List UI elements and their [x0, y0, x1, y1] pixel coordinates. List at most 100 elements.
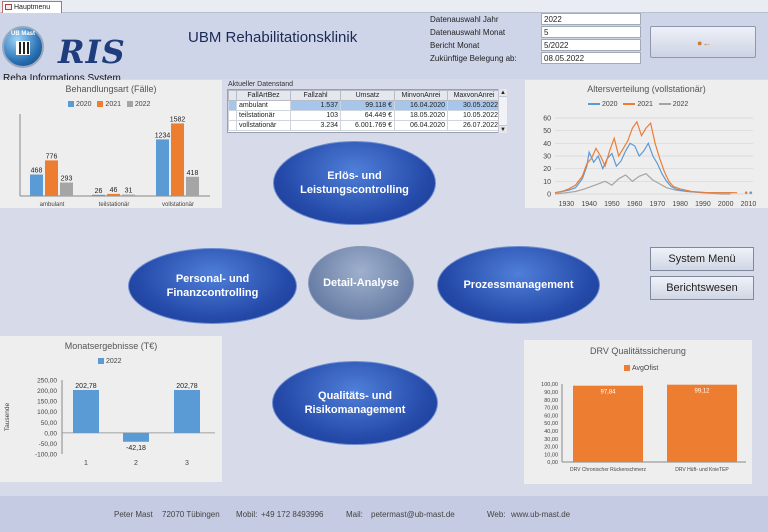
- legend-behandlungsart: 2020 2021 2022: [68, 101, 150, 108]
- y-tick-label: 60: [543, 116, 551, 123]
- footer-web-label: Web:: [487, 510, 506, 519]
- row-selector[interactable]: [228, 120, 237, 131]
- param-label-belegung: Zukünftige Belegung ab:: [430, 54, 517, 63]
- legend-monatsergebnisse: 2022: [98, 358, 122, 365]
- data-label: 468: [31, 168, 43, 175]
- scroll-up-icon[interactable]: ▲: [499, 89, 507, 97]
- detail-analyse-button[interactable]: Detail-Analyse: [308, 246, 414, 320]
- y-tick-label: 0,00: [44, 430, 57, 437]
- tab-hauptmenu[interactable]: Hauptmenu: [2, 1, 62, 13]
- table-cell[interactable]: 18.05.2020: [394, 110, 448, 121]
- x-tick-label: 3: [185, 460, 189, 467]
- qualitaet-label: Qualitäts- und Risikomanagement: [304, 390, 406, 416]
- table-cell[interactable]: 103: [290, 110, 341, 121]
- data-label: 1582: [170, 116, 186, 123]
- table-cell[interactable]: 1.537: [290, 100, 341, 111]
- logo-text: UB Mast: [10, 31, 35, 37]
- table-cell[interactable]: 26.07.2022: [447, 120, 501, 131]
- table-cell[interactable]: teilstationär: [236, 110, 291, 121]
- table-row[interactable]: teilstationär 103 64.449 € 18.05.2020 10…: [228, 110, 501, 121]
- legend-2022: 2022: [672, 101, 689, 108]
- exit-button[interactable]: ●←: [650, 26, 756, 58]
- x-tick-label: DRV Chronischer Rückenschmerz: [570, 467, 647, 473]
- berichtswesen-button[interactable]: Berichtswesen: [650, 276, 754, 300]
- row-selector[interactable]: [228, 100, 237, 111]
- exit-arrow-icon: ●←: [697, 38, 712, 48]
- scroll-down-icon[interactable]: ▼: [499, 125, 507, 133]
- app-title: UBM Rehabilitationsklinik: [188, 29, 358, 46]
- col-header-fallartbez[interactable]: FallArtBez: [236, 90, 291, 101]
- x-tick-label: 1970: [650, 201, 666, 208]
- datastand-table: FallArtBez Fallzahl Umsatz MinvonAnrei M…: [227, 89, 507, 133]
- y-tick-label: -50,00: [39, 441, 58, 448]
- erloes-leistungscontrolling-button[interactable]: Erlös- und Leistungscontrolling: [273, 141, 436, 225]
- bar: [92, 194, 105, 196]
- table-row[interactable]: vollstationär 3.234 6.001.769 € 06.04.20…: [228, 120, 501, 131]
- param-input-monat[interactable]: 5: [541, 26, 641, 38]
- panel-altersverteilung: [525, 80, 768, 208]
- table-row[interactable]: ambulant 1.537 99.118 € 16.04.2020 30.05…: [228, 100, 501, 111]
- col-header-fallzahl[interactable]: Fallzahl: [290, 90, 341, 101]
- data-label: 202,78: [75, 383, 97, 390]
- table-scrollbar[interactable]: ▲ ▼: [498, 89, 507, 133]
- data-label: 1234: [155, 132, 171, 139]
- y-tick-label: 0: [547, 192, 551, 199]
- y-tick-label: 0,00: [547, 460, 558, 466]
- param-input-belegung[interactable]: 08.05.2022: [541, 52, 641, 64]
- legend-2020: 2020: [76, 101, 92, 108]
- table-cell[interactable]: 30.05.2022: [447, 100, 501, 111]
- table-cell[interactable]: 3.234: [290, 120, 341, 131]
- tick-label: vollstationär: [162, 202, 194, 208]
- tab-label: Hauptmenu: [14, 4, 51, 11]
- y-tick-label: 60,00: [544, 413, 558, 419]
- qr-code-icon: [16, 41, 30, 55]
- chart-title-monatsergebnisse: Monatsergebnisse (T€): [64, 341, 158, 351]
- chart-behandlungsart: 468 776 293 ambulant 26 46 31 teilstationär 1234…: [19, 114, 210, 208]
- chart-title-behandlungsart: Behandlungsart (Fälle): [65, 84, 157, 94]
- qualitaet-risikomanagement-button[interactable]: Qualitäts- und Risikomanagement: [272, 361, 438, 445]
- series-line-2021: [554, 120, 738, 194]
- chart-title-drv: DRV Qualitätssicherung: [590, 346, 686, 356]
- y-tick-label: 150,00: [37, 399, 57, 406]
- legend-2022: 2022: [106, 358, 122, 365]
- legend-line-2020: [588, 103, 600, 106]
- table-cell[interactable]: 99.118 €: [340, 100, 395, 111]
- row-selector[interactable]: [228, 110, 237, 121]
- col-header-maxvonanrei[interactable]: MaxvonAnrei: [447, 90, 501, 101]
- data-label: 776: [46, 153, 58, 160]
- y-tick-label: 250,00: [37, 378, 57, 385]
- table-cell[interactable]: vollstationär: [236, 120, 291, 131]
- legend-swatch-2022: [126, 101, 133, 108]
- ris-brand: RIS: [58, 33, 126, 71]
- table-cell[interactable]: ambulant: [236, 100, 291, 111]
- col-header-umsatz[interactable]: Umsatz: [340, 90, 395, 101]
- table-cell[interactable]: 64.449 €: [340, 110, 395, 121]
- y-tick-label: 100,00: [37, 409, 57, 416]
- data-label: 418: [187, 170, 199, 177]
- bar: [123, 432, 149, 442]
- chart-altersverteilung: 0 10 20 30 40 50 60 1930 1940 1950 1960 1970 1980 199…: [543, 116, 756, 209]
- personal-finanzcontrolling-button[interactable]: Personal- und Finanzcontrolling: [128, 248, 297, 324]
- detail-label: Detail-Analyse: [323, 277, 399, 289]
- x-tick-label: 1960: [627, 201, 643, 208]
- table-cell[interactable]: 06.04.2020: [394, 120, 448, 131]
- table-cell[interactable]: 6.001.769 €: [340, 120, 395, 131]
- footer-web[interactable]: www.ub-mast.de: [511, 510, 571, 519]
- x-tick-label: 1930: [559, 201, 575, 208]
- col-header-minvonanrei[interactable]: MinvonAnrei: [394, 90, 448, 101]
- y-tick-label: -100,00: [35, 452, 57, 459]
- table-cell[interactable]: 10.05.2022: [447, 110, 501, 121]
- prozessmanagement-button[interactable]: Prozessmanagement: [437, 246, 600, 324]
- header: UB Mast RIS Reha Informations System UBM…: [0, 13, 768, 84]
- x-tick-label: 2000: [718, 201, 734, 208]
- legend-avgofist: AvgOfist: [632, 365, 659, 372]
- system-menu-button[interactable]: System Menü: [650, 247, 754, 271]
- bar: [107, 193, 120, 196]
- param-input-bericht[interactable]: 5/2022: [541, 39, 641, 51]
- table-cell[interactable]: 16.04.2020: [394, 100, 448, 111]
- x-tick-label: 1: [84, 460, 88, 467]
- data-label: 31: [125, 188, 133, 195]
- param-input-jahr[interactable]: 2022: [541, 13, 641, 25]
- footer-mail[interactable]: petermast@ub-mast.de: [371, 510, 455, 519]
- legend-drv: AvgOfist: [624, 365, 658, 372]
